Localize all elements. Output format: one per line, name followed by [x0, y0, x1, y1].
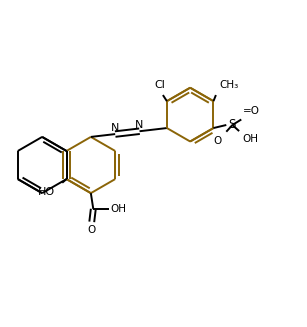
Text: N: N	[111, 123, 119, 133]
Text: S: S	[229, 118, 236, 131]
Text: O: O	[213, 136, 221, 146]
Text: HO: HO	[38, 187, 55, 197]
Text: O: O	[87, 225, 96, 235]
Text: Cl: Cl	[154, 80, 165, 91]
Text: OH: OH	[243, 134, 258, 145]
Text: CH₃: CH₃	[220, 80, 239, 90]
Text: OH: OH	[111, 204, 127, 214]
Text: N: N	[135, 120, 144, 130]
Text: =O: =O	[243, 106, 260, 115]
